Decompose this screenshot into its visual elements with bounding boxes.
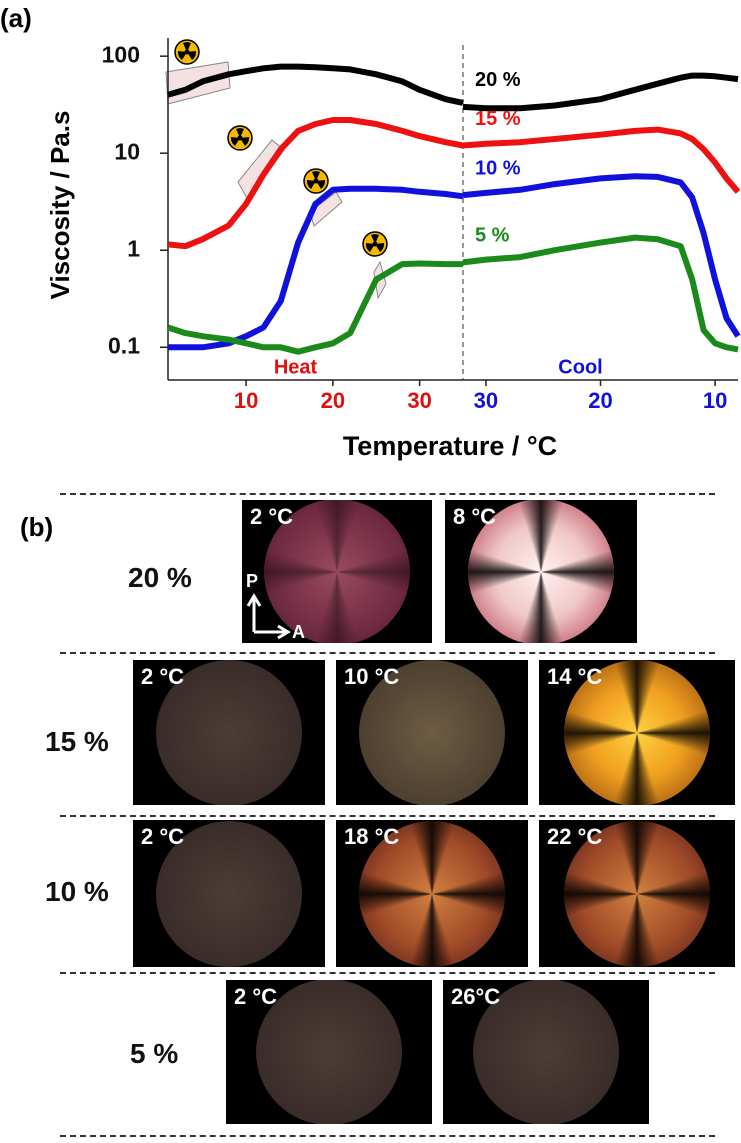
sample-disk (468, 500, 614, 643)
micrograph: 26°C (443, 980, 649, 1124)
series-label: 10 % (475, 157, 521, 179)
temperature-label: 2 °C (141, 664, 185, 689)
x-axis-title: Temperature / °C (343, 431, 557, 461)
y-tick-label: 0.1 (108, 332, 140, 358)
y-axis-title: Viscosity / Pa.s (45, 111, 75, 300)
annotations (165, 61, 387, 300)
temperature-label: 18 °C (344, 824, 400, 849)
micrograph: 18 °C (336, 820, 528, 967)
temperature-label: 2 °C (234, 984, 278, 1009)
x-tick-label: 30 (407, 388, 431, 413)
x-tick-label: 10 (703, 388, 727, 413)
separator (60, 972, 715, 974)
temperature-label: 8 °C (453, 504, 497, 529)
panel-label: (a) (0, 3, 32, 33)
micrograph: 14 °C (539, 660, 735, 805)
sample-disk (564, 820, 710, 967)
micrograph: 2 °C (133, 660, 325, 805)
series-line (462, 234, 739, 353)
series-label: 20 % (475, 69, 521, 91)
row-label: 15 % (45, 726, 109, 757)
range-box (309, 191, 343, 227)
heat-icon (174, 39, 200, 65)
sample-disk (156, 820, 302, 967)
x-tick-label: 30 (474, 388, 498, 413)
temperature-label: 2 °C (141, 824, 185, 849)
row-label: 5 % (130, 1038, 179, 1069)
series-line (168, 185, 464, 351)
x-tick-label: 10 (234, 388, 258, 413)
micrograph: 2 °C P A (242, 500, 432, 643)
x-tick-label: 20 (588, 388, 612, 413)
sample-disk (564, 660, 710, 805)
heat-icon (303, 168, 329, 194)
temperature-label: 26°C (451, 984, 501, 1009)
y-tick-label: 100 (102, 41, 140, 67)
sample-disk (473, 980, 619, 1124)
separator (60, 652, 715, 654)
analyzer-label: A (292, 622, 305, 642)
heat-icon (362, 231, 388, 257)
section-label: Heat (274, 356, 318, 378)
row-label: 10 % (45, 876, 109, 907)
micrograph: 8 °C (445, 500, 637, 643)
section-label: Cool (558, 356, 602, 378)
row-label: 20 % (128, 562, 192, 593)
heat-icon (227, 125, 253, 151)
sample-disk (256, 980, 402, 1124)
y-tick-label: 10 (114, 138, 140, 164)
micrograph: 22 °C (539, 820, 735, 967)
sample-disk (264, 500, 410, 643)
series-line (167, 260, 463, 355)
sample-disk (359, 820, 505, 967)
series-line (462, 126, 741, 194)
panel-label: (b) (20, 512, 54, 542)
series-line (167, 117, 464, 250)
micrograph: 2 °C (133, 820, 325, 967)
sample-disk (156, 660, 302, 805)
temperature-label: 22 °C (547, 824, 603, 849)
polarizer-axes: P A (246, 571, 305, 642)
series-label: 15 % (475, 108, 521, 130)
y-tick-label: 1 (127, 235, 140, 261)
temperature-label: 2 °C (250, 504, 294, 529)
sample-disk (359, 660, 505, 805)
temperature-label: 14 °C (547, 664, 603, 689)
micrograph: 2 °C (226, 980, 432, 1124)
separator (60, 1135, 715, 1137)
series-line (462, 72, 739, 112)
micrograph: 10 °C (336, 660, 528, 805)
series-label: 5 % (475, 225, 510, 247)
separator (60, 815, 715, 817)
series-line (167, 63, 464, 106)
temperature-label: 10 °C (344, 664, 400, 689)
polarizer-label: P (246, 571, 258, 591)
separator (60, 493, 715, 495)
chart: (a) Viscosity / Pa.s Temperature / °C 0.… (0, 3, 741, 461)
series-line (462, 173, 741, 338)
x-tick-label: 20 (321, 388, 345, 413)
